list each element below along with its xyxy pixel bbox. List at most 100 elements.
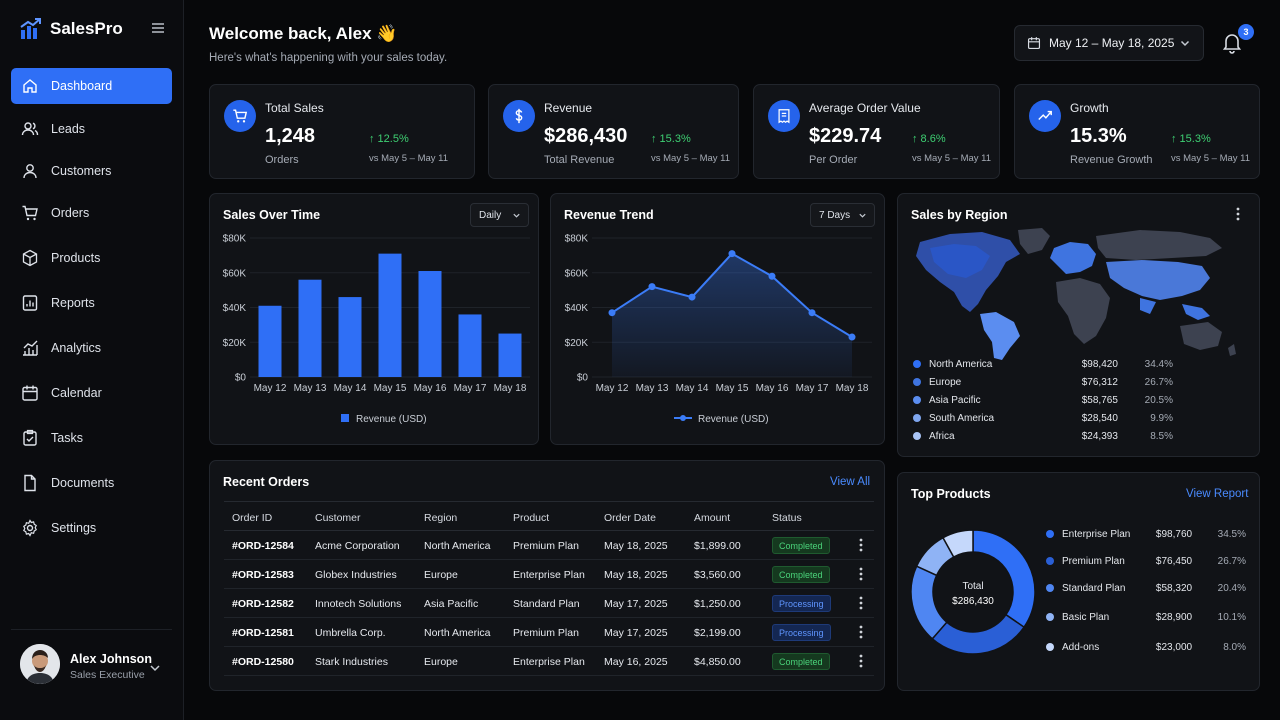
order-date: May 16, 2025 [604,656,668,668]
row-actions-icon[interactable] [856,596,866,610]
table-row[interactable]: #ORD-12583 Globex Industries Europe Ente… [224,560,874,589]
data-point [688,293,696,301]
map-africa [1056,278,1110,344]
order-id: #ORD-12584 [232,540,294,552]
view-report-link[interactable]: View Report [1186,488,1249,500]
row-actions-icon[interactable] [856,625,866,639]
box-icon [22,249,38,267]
receipt-icon [768,100,800,132]
region-pct: 34.4% [1144,358,1173,370]
card-title: Top Products [911,487,991,501]
product-value: $98,760 [1155,528,1193,540]
data-point [648,283,656,291]
column-header[interactable]: Customer [315,512,361,524]
data-point [728,250,736,258]
column-header[interactable]: Order ID [232,512,273,524]
status-badge: Completed [772,566,830,583]
brand[interactable]: SalesPro [20,18,123,40]
avatar-image [20,644,60,684]
avatar[interactable] [20,644,60,684]
sales-interval-dropdown[interactable]: Daily [470,203,529,227]
map-asia-pacific [1106,260,1210,300]
y-tick-label: $40K [565,303,589,314]
revenue-range-dropdown[interactable]: 7 Days [810,203,875,227]
data-point [608,309,616,317]
column-header[interactable]: Product [513,512,550,524]
table-row[interactable]: #ORD-12580 Stark Industries Europe Enter… [224,647,874,676]
x-tick-label: May 16 [756,383,789,394]
sidebar-item-documents[interactable]: Documents [11,465,172,501]
sidebar-item-tasks[interactable]: Tasks [11,420,172,456]
sidebar-item-settings[interactable]: Settings [11,510,172,546]
sidebar-item-customers[interactable]: Customers [11,153,172,189]
sidebar-item-orders[interactable]: Orders [11,195,172,231]
column-header[interactable]: Region [424,512,458,524]
kpi-delta: ↑ 8.6% [912,133,946,145]
legend-dot [913,360,921,368]
product-name: Enterprise Plan [1062,528,1131,540]
calendar-icon [1027,37,1041,50]
order-product: Enterprise Plan [513,656,585,668]
view-all-orders-link[interactable]: View All [830,476,871,488]
bar [298,279,322,377]
world-map [916,228,1236,360]
notification-badge: 3 [1238,24,1254,40]
product-legend-row: Standard Plan $58,320 20.4% [1046,581,1246,595]
sidebar-item-analytics[interactable]: Analytics [11,330,172,366]
more-options-icon[interactable] [1233,207,1243,221]
table-row[interactable]: #ORD-12584 Acme Corporation North Americ… [224,531,874,560]
region-legend-row: South America $28,540 9.9% [913,411,1173,425]
data-point [808,309,816,317]
card-title: Revenue Trend [564,208,654,222]
x-tick-label: May 12 [254,383,287,394]
sidebar: SalesPro Dashboard Leads Customers Order… [0,0,184,720]
region-pct: 20.5% [1144,394,1173,406]
sidebar-item-calendar[interactable]: Calendar [11,375,172,411]
table-row[interactable]: #ORD-12581 Umbrella Corp. North America … [224,618,874,647]
sidebar-item-products[interactable]: Products [11,240,172,276]
cart-icon [22,205,38,221]
y-tick-label: $20K [565,338,589,349]
x-tick-label: May 14 [334,383,367,394]
map-greenland [1018,228,1050,254]
column-header[interactable]: Status [772,512,802,524]
order-id: #ORD-12581 [232,627,294,639]
kpi-delta: ↑ 12.5% [369,133,409,145]
table-row[interactable]: #ORD-12582 Innotech Solutions Asia Pacif… [224,589,874,618]
row-actions-icon[interactable] [856,654,866,668]
legend-dot [1046,557,1054,565]
legend-label: Revenue (USD) [698,414,769,425]
top-products-donut-chart: Total $286,430 [910,529,1036,655]
map-south-america [980,312,1020,360]
y-tick-label: $80K [223,234,247,245]
kpi-title: Total Sales [265,101,324,115]
row-actions-icon[interactable] [856,538,866,552]
row-actions-icon[interactable] [856,567,866,581]
order-date: May 17, 2025 [604,627,668,639]
users-icon [21,122,39,136]
legend-dot [913,414,921,422]
order-amount: $2,199.00 [694,627,741,639]
x-tick-label: May 18 [836,383,869,394]
sidebar-item-leads[interactable]: Leads [11,111,172,147]
product-value: $58,320 [1155,582,1193,594]
product-name: Standard Plan [1062,582,1126,594]
date-range-picker[interactable]: May 12 – May 18, 2025 [1014,25,1204,61]
legend-swatch [341,414,349,422]
card-title: Sales by Region [911,208,1008,222]
notification-bell-icon[interactable] [1220,30,1244,54]
date-range-label: May 12 – May 18, 2025 [1049,36,1175,50]
order-region: Europe [424,656,458,668]
menu-icon[interactable] [150,20,166,36]
bar [378,253,402,377]
chevron-down-icon[interactable] [148,661,162,675]
legend-dot [913,396,921,404]
user-profile[interactable]: Alex Johnson Sales Executive [11,629,172,720]
sidebar-item-reports[interactable]: Reports [11,285,172,321]
column-header[interactable]: Order Date [604,512,656,524]
logo-icon [20,18,41,39]
sidebar-item-dashboard[interactable]: Dashboard [11,68,172,104]
donut-slice [972,529,1036,629]
order-region: North America [424,540,491,552]
column-header[interactable]: Amount [694,512,731,524]
